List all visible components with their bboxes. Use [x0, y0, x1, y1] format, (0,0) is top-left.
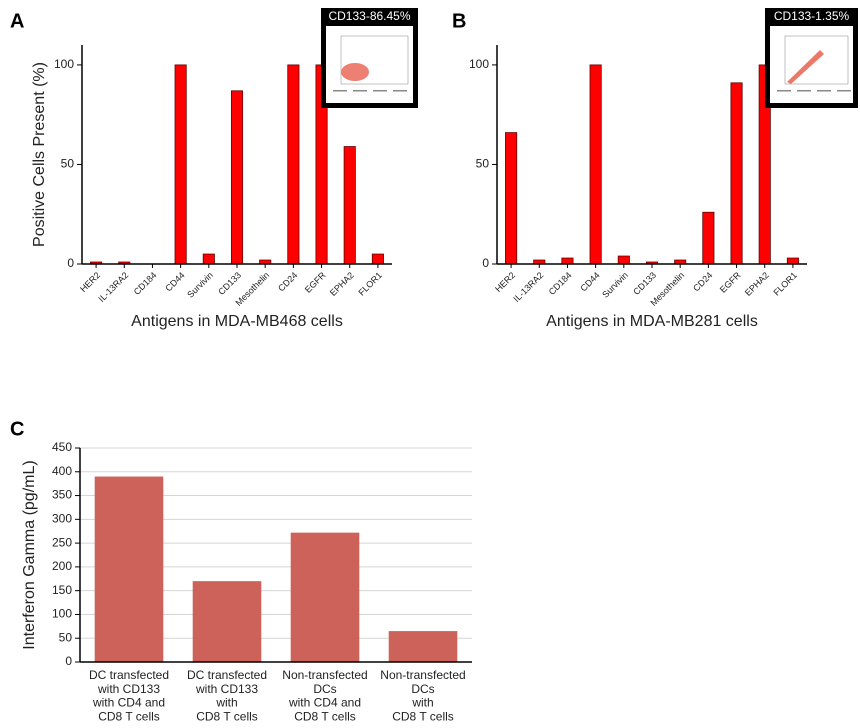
x-tick-label: CD24 [691, 270, 714, 293]
x-tick-label: CD44 [578, 270, 601, 293]
y-tick-label: 0 [482, 256, 489, 270]
bar [703, 212, 714, 264]
bar [618, 256, 629, 264]
panel-label: A [10, 10, 24, 32]
x-tick-label: Survivin [185, 270, 215, 300]
bar [344, 147, 355, 264]
inset-cloud [341, 63, 369, 81]
bar [389, 631, 458, 662]
bar [562, 258, 573, 264]
bar [203, 254, 214, 264]
inset-stats [373, 90, 387, 92]
y-tick-label: 50 [476, 157, 490, 171]
bar [590, 65, 601, 264]
panel-label: C [10, 418, 24, 440]
y-axis-label: Positive Cells Present (%) [31, 62, 48, 247]
x-tick-label: HER2 [78, 270, 102, 294]
bar [95, 477, 164, 662]
y-axis-label: Interferon Gamma (pg/mL) [21, 460, 38, 649]
x-axis-label: Antigens in MDA-MB468 cells [131, 313, 343, 330]
inset-title: CD133-1.35% [774, 9, 850, 23]
x-tick-label: CD184 [132, 270, 159, 297]
inset-stats [837, 90, 851, 92]
bar [787, 258, 798, 264]
x-tick-label: EPHA2 [743, 270, 771, 298]
inset-stats [797, 90, 811, 92]
inset-stats [817, 90, 831, 92]
bar [175, 65, 186, 264]
y-tick-label: 50 [61, 157, 75, 171]
x-tick-label: FLOR1 [356, 270, 384, 298]
y-tick-label: 100 [52, 607, 72, 621]
y-tick-label: 100 [54, 57, 74, 71]
x-tick-label: HER2 [493, 270, 517, 294]
x-tick-label: EGFR [303, 270, 328, 295]
x-tick-label: EGFR [718, 270, 743, 295]
inset-stats [333, 90, 347, 92]
x-axis-label: Antigens in MDA-MB281 cells [546, 313, 758, 330]
y-tick-label: 400 [52, 464, 72, 478]
inset-stats [393, 90, 407, 92]
x-tick-label: CD184 [547, 270, 574, 297]
x-tick-label: CD133 [216, 270, 243, 297]
x-tick-label: IL-13RA2 [96, 270, 130, 304]
y-tick-label: 350 [52, 488, 72, 502]
x-tick-label: CD44 [163, 270, 186, 293]
y-tick-label: 200 [52, 559, 72, 573]
x-tick-label: CD133 [631, 270, 658, 297]
figure: A Positive Cells Present (%) Antigens in M… [0, 0, 860, 728]
x-tick-label: IL-13RA2 [511, 270, 545, 304]
y-tick-label: 0 [67, 256, 74, 270]
inset-stats [353, 90, 367, 92]
y-tick-label: 0 [65, 654, 72, 668]
bar [231, 91, 242, 264]
x-tick-label: FLOR1 [771, 270, 799, 298]
y-tick-label: 450 [52, 440, 72, 454]
x-tick-label: CD24 [276, 270, 299, 293]
bar [288, 65, 299, 264]
y-tick-label: 300 [52, 512, 72, 526]
inset-title: CD133-86.45% [328, 9, 410, 23]
x-tick-label: EPHA2 [328, 270, 356, 298]
x-tick-label: Survivin [600, 270, 630, 300]
y-tick-label: 150 [52, 583, 72, 597]
y-tick-label: 250 [52, 535, 72, 549]
bar [291, 533, 360, 662]
bar [731, 83, 742, 264]
bar [505, 133, 516, 264]
bar [372, 254, 383, 264]
y-tick-label: 100 [469, 57, 489, 71]
inset-stats [777, 90, 791, 92]
bar [193, 581, 262, 662]
y-tick-label: 50 [59, 630, 73, 644]
panel-label: B [452, 10, 466, 32]
